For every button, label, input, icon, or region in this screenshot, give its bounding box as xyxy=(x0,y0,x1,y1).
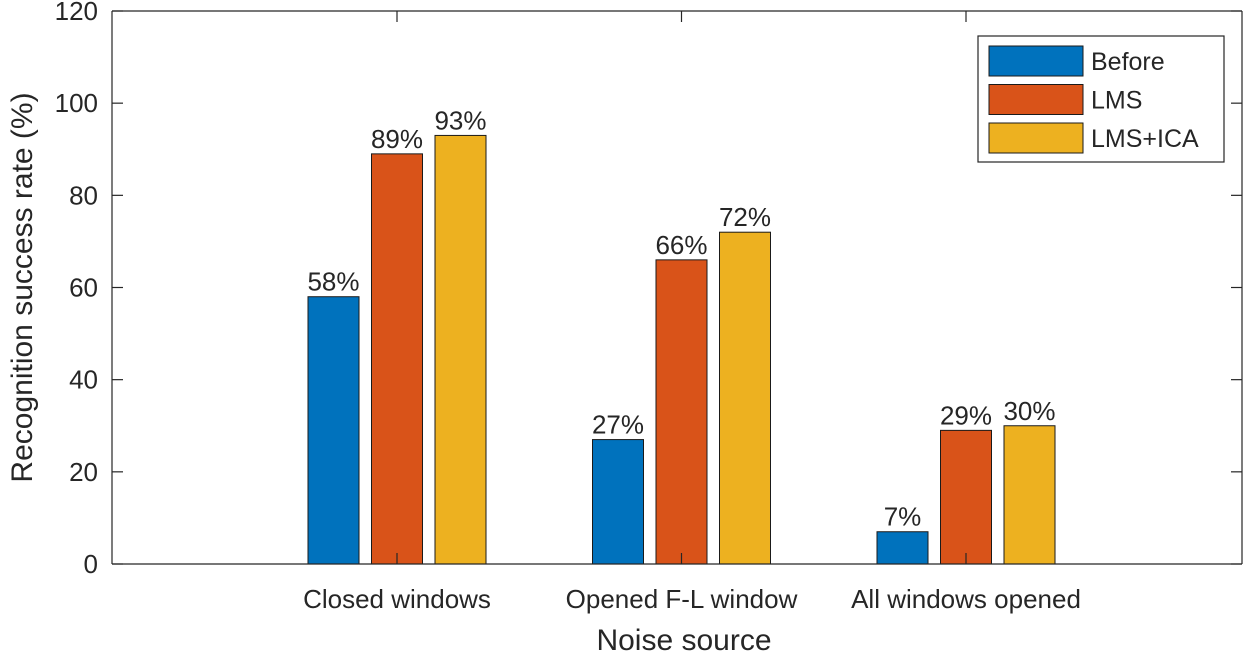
bar-value-label: 58% xyxy=(307,267,359,297)
y-tick-label: 80 xyxy=(69,180,98,210)
bar-value-label: 7% xyxy=(884,502,922,532)
bar-value-label: 72% xyxy=(719,202,771,232)
legend-swatch-lms-ica xyxy=(988,122,1084,154)
axes-group: 0 20 40 60 80 100 120 Closed windows Opened F-L … xyxy=(55,0,1243,614)
legend-label: LMS+ICA xyxy=(1091,125,1199,153)
bar-value-label: 66% xyxy=(655,230,707,260)
bar-before-3 xyxy=(876,531,929,565)
legend-swatch-before xyxy=(988,45,1084,77)
legend-label: Before xyxy=(1091,48,1165,76)
bar-value-label: 30% xyxy=(1003,396,1055,426)
legend-label: LMS xyxy=(1091,87,1142,115)
y-tick-label: 0 xyxy=(84,549,98,579)
x-tick-label: Closed windows xyxy=(303,584,491,614)
y-tick-label: 20 xyxy=(69,457,98,487)
bar-value-label: 89% xyxy=(371,124,423,154)
bar-before-1 xyxy=(307,296,360,565)
x-tick-label: Opened F-L window xyxy=(566,584,798,614)
x-axis-title: Noise source xyxy=(596,624,771,655)
bar-value-label: 27% xyxy=(592,410,644,440)
y-tick-label: 40 xyxy=(69,365,98,395)
bar-lms-ica-3 xyxy=(1003,425,1056,565)
bar-value-label: 29% xyxy=(940,400,992,430)
y-tick-label: 120 xyxy=(55,0,98,26)
bar-labels-group: 58% 27% 7% 89% 66% 29% 93% 72% 30% xyxy=(307,105,1055,531)
bar-lms-2 xyxy=(655,259,708,565)
bar-lms-ica-2 xyxy=(719,231,771,565)
legend-swatch-lms xyxy=(988,84,1084,115)
bars-group xyxy=(307,134,1056,565)
bar-lms-1 xyxy=(371,153,423,565)
bar-lms-3 xyxy=(940,429,992,565)
x-tick-label: All windows opened xyxy=(851,584,1081,614)
y-tick-label: 100 xyxy=(55,88,98,118)
bar-before-2 xyxy=(592,439,644,565)
y-axis-title: Recognition success rate (%) xyxy=(6,92,39,482)
bar-value-label: 93% xyxy=(434,105,486,135)
y-tick-label: 60 xyxy=(69,273,98,303)
legend: Before LMS LMS+ICA xyxy=(977,35,1225,163)
bar-lms-ica-1 xyxy=(434,134,487,565)
